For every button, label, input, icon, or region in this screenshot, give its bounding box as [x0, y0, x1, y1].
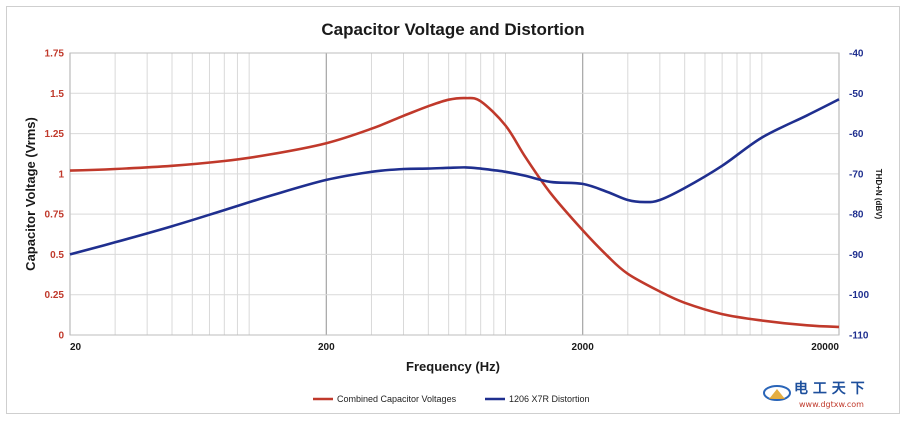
y-left-tick-label: 1	[58, 169, 64, 180]
watermark-text: 电 工 天 下	[794, 380, 865, 397]
y-left-tick-label: 1.5	[50, 89, 64, 100]
y-left-tick-label: 1.75	[45, 49, 65, 60]
y-axis-right-title: THD+N (dBV)	[874, 169, 883, 220]
watermark-url: www.dgtxw.com	[799, 400, 864, 409]
y-right-tick-label: -100	[849, 290, 869, 301]
watermark-logo-icon	[763, 385, 791, 401]
legend: Combined Capacitor Voltages 1206 X7R Dis…	[313, 394, 590, 404]
legend-label-distortion: 1206 X7R Distortion	[509, 394, 590, 404]
y-left-tick-label: 0.75	[45, 210, 65, 221]
y-right-tick-label: -40	[849, 49, 864, 60]
y-left-tick-label: 0	[58, 331, 64, 342]
grid	[69, 52, 840, 336]
x-tick-label: 20000	[811, 342, 839, 353]
y-left-tick-label: 1.25	[45, 129, 65, 140]
y-right-tick-label: -110	[849, 331, 869, 342]
series-lines	[69, 96, 840, 329]
watermark: 电 工 天 下 www.dgtxw.com	[763, 380, 865, 409]
chart-title: Capacitor Voltage and Distortion	[321, 20, 584, 39]
y-left-tick-label: 0.25	[45, 290, 65, 301]
y-left-tick-label: 0.5	[50, 250, 64, 261]
right-axis-ticks: -40 -50 -60 -70 -80 -90 -100 -110	[849, 49, 869, 342]
x-tick-label: 2000	[572, 342, 595, 353]
series-line-combined-voltage	[69, 96, 840, 329]
chart-svg: Capacitor Voltage and Distortion 1.75 1.5…	[23, 20, 883, 409]
series-line-x7r-distortion	[69, 98, 840, 256]
y-axis-left-title: Capacitor Voltage (Vrms)	[23, 117, 38, 271]
y-right-tick-label: -80	[849, 210, 864, 221]
x-axis-title: Frequency (Hz)	[406, 359, 500, 374]
chart-frame: Capacitor Voltage and Distortion 1.75 1.5…	[6, 6, 900, 414]
y-right-tick-label: -90	[849, 250, 864, 261]
x-tick-label: 200	[318, 342, 335, 353]
y-right-tick-label: -60	[849, 129, 864, 140]
left-axis-ticks: 1.75 1.5 1.25 1 0.75 0.5 0.25 0	[45, 49, 65, 342]
legend-label-combined: Combined Capacitor Voltages	[337, 394, 457, 404]
y-right-tick-label: -50	[849, 89, 864, 100]
y-right-tick-label: -70	[849, 169, 864, 180]
x-tick-label: 20	[70, 342, 82, 353]
plot-area-border	[69, 52, 840, 336]
x-axis-ticks: 20 200 2000 20000	[70, 342, 839, 353]
